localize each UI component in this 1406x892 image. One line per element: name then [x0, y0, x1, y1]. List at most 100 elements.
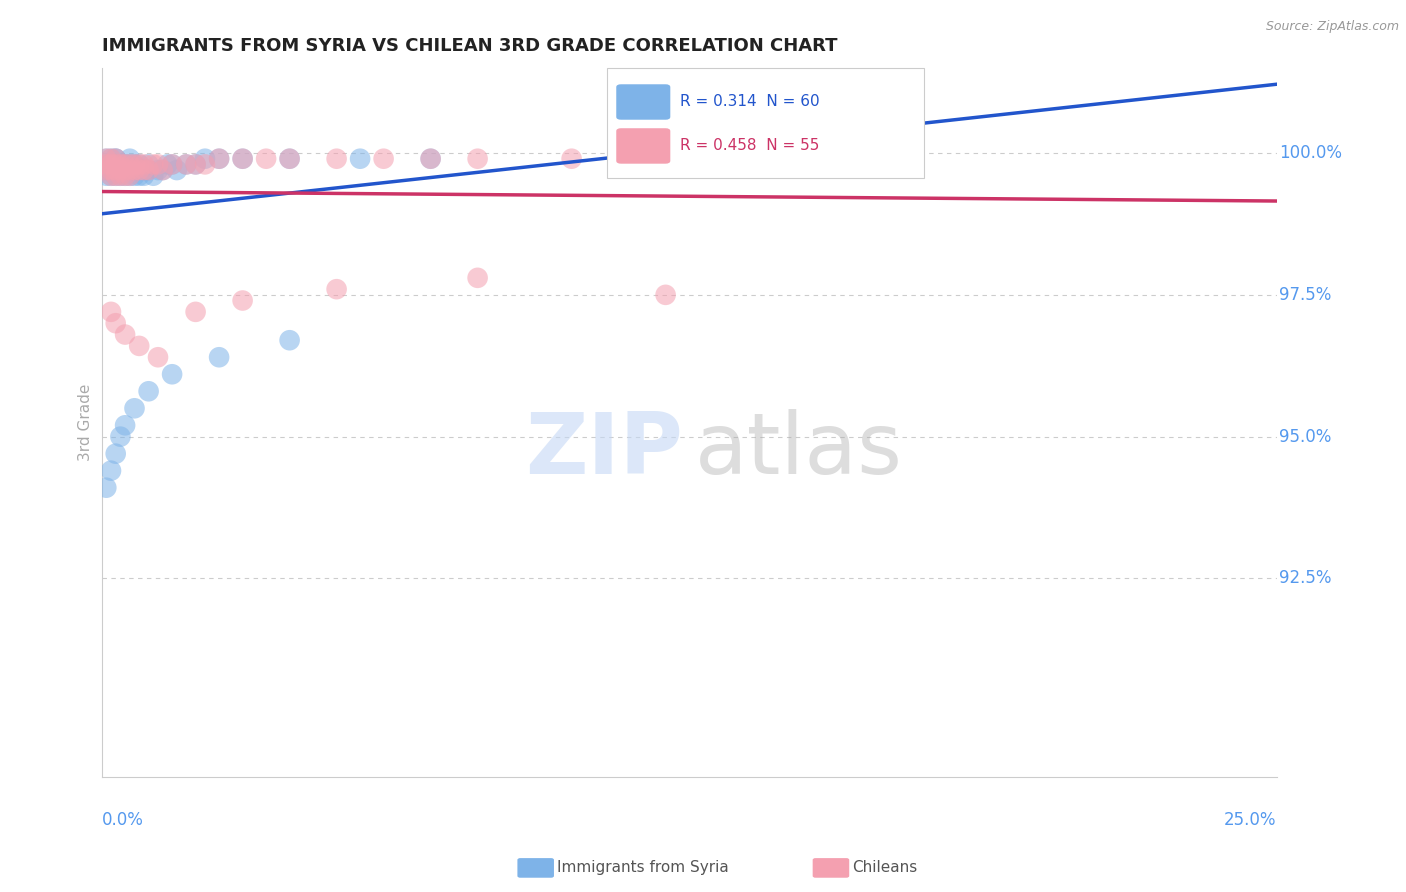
Point [110, 163, 132, 178]
Point [561, 152, 583, 166]
Point [118, 163, 141, 178]
Point [110, 169, 132, 183]
Point [110, 169, 132, 183]
Point [156, 157, 179, 171]
Point [100, 305, 122, 319]
Y-axis label: 3rd Grade: 3rd Grade [79, 384, 93, 461]
Point [419, 152, 441, 166]
Point [142, 169, 165, 183]
Text: Source: ZipAtlas.com: Source: ZipAtlas.com [1265, 20, 1399, 33]
Point [104, 152, 127, 166]
Point [96, 157, 118, 171]
Point [104, 157, 127, 171]
Point [160, 368, 183, 382]
Point [654, 288, 676, 302]
Point [110, 157, 132, 171]
Point [166, 163, 188, 178]
Text: 0.0%: 0.0% [101, 811, 143, 829]
Point [254, 152, 277, 166]
Point [278, 152, 301, 166]
Text: atlas: atlas [695, 409, 903, 492]
Point [100, 464, 122, 478]
Point [232, 152, 254, 166]
Text: 97.5%: 97.5% [1279, 285, 1331, 304]
Point [142, 157, 165, 171]
Point [96, 163, 118, 178]
Point [124, 157, 146, 171]
Point [128, 339, 150, 353]
Point [124, 157, 146, 171]
Point [146, 163, 169, 178]
Point [208, 152, 231, 166]
Point [124, 163, 146, 178]
Point [467, 270, 489, 285]
FancyBboxPatch shape [616, 84, 671, 120]
Point [128, 169, 150, 183]
Point [128, 163, 150, 178]
Point [138, 384, 160, 399]
Point [132, 163, 155, 178]
Point [232, 152, 254, 166]
Point [124, 401, 146, 416]
Point [114, 327, 136, 342]
Point [110, 163, 132, 178]
Point [100, 152, 122, 166]
Point [208, 350, 231, 364]
Point [100, 152, 122, 166]
Point [114, 157, 136, 171]
Point [278, 333, 301, 347]
Point [114, 163, 136, 178]
Point [104, 447, 127, 461]
Point [128, 163, 150, 178]
Point [104, 163, 127, 178]
Point [419, 152, 441, 166]
Point [208, 152, 231, 166]
Point [138, 157, 160, 171]
Point [100, 163, 122, 178]
Point [146, 350, 169, 364]
Point [118, 163, 141, 178]
Point [100, 169, 122, 183]
Point [278, 152, 301, 166]
Point [160, 157, 183, 171]
Point [128, 157, 150, 171]
Point [325, 152, 347, 166]
Point [110, 430, 132, 444]
Point [100, 157, 122, 171]
Point [184, 157, 207, 171]
Point [96, 163, 118, 178]
Point [118, 169, 141, 183]
Point [138, 163, 160, 178]
Point [160, 157, 183, 171]
Point [128, 157, 150, 171]
Point [146, 157, 169, 171]
Point [118, 157, 141, 171]
Point [796, 152, 818, 166]
Point [152, 163, 174, 178]
Point [124, 169, 146, 183]
Point [100, 169, 122, 183]
Point [174, 157, 197, 171]
Point [96, 157, 118, 171]
Point [104, 163, 127, 178]
Point [96, 169, 118, 183]
Point [132, 169, 155, 183]
Text: R = 0.458  N = 55: R = 0.458 N = 55 [679, 138, 820, 153]
Point [118, 157, 141, 171]
Text: R = 0.314  N = 60: R = 0.314 N = 60 [679, 95, 820, 110]
Point [114, 163, 136, 178]
Point [100, 157, 122, 171]
Point [104, 157, 127, 171]
Point [104, 157, 127, 171]
Point [118, 152, 141, 166]
Point [132, 163, 155, 178]
Point [96, 152, 118, 166]
Point [467, 152, 489, 166]
Point [110, 157, 132, 171]
Point [174, 157, 197, 171]
Point [184, 305, 207, 319]
Point [114, 169, 136, 183]
Point [138, 163, 160, 178]
Point [104, 169, 127, 183]
Point [96, 481, 118, 495]
